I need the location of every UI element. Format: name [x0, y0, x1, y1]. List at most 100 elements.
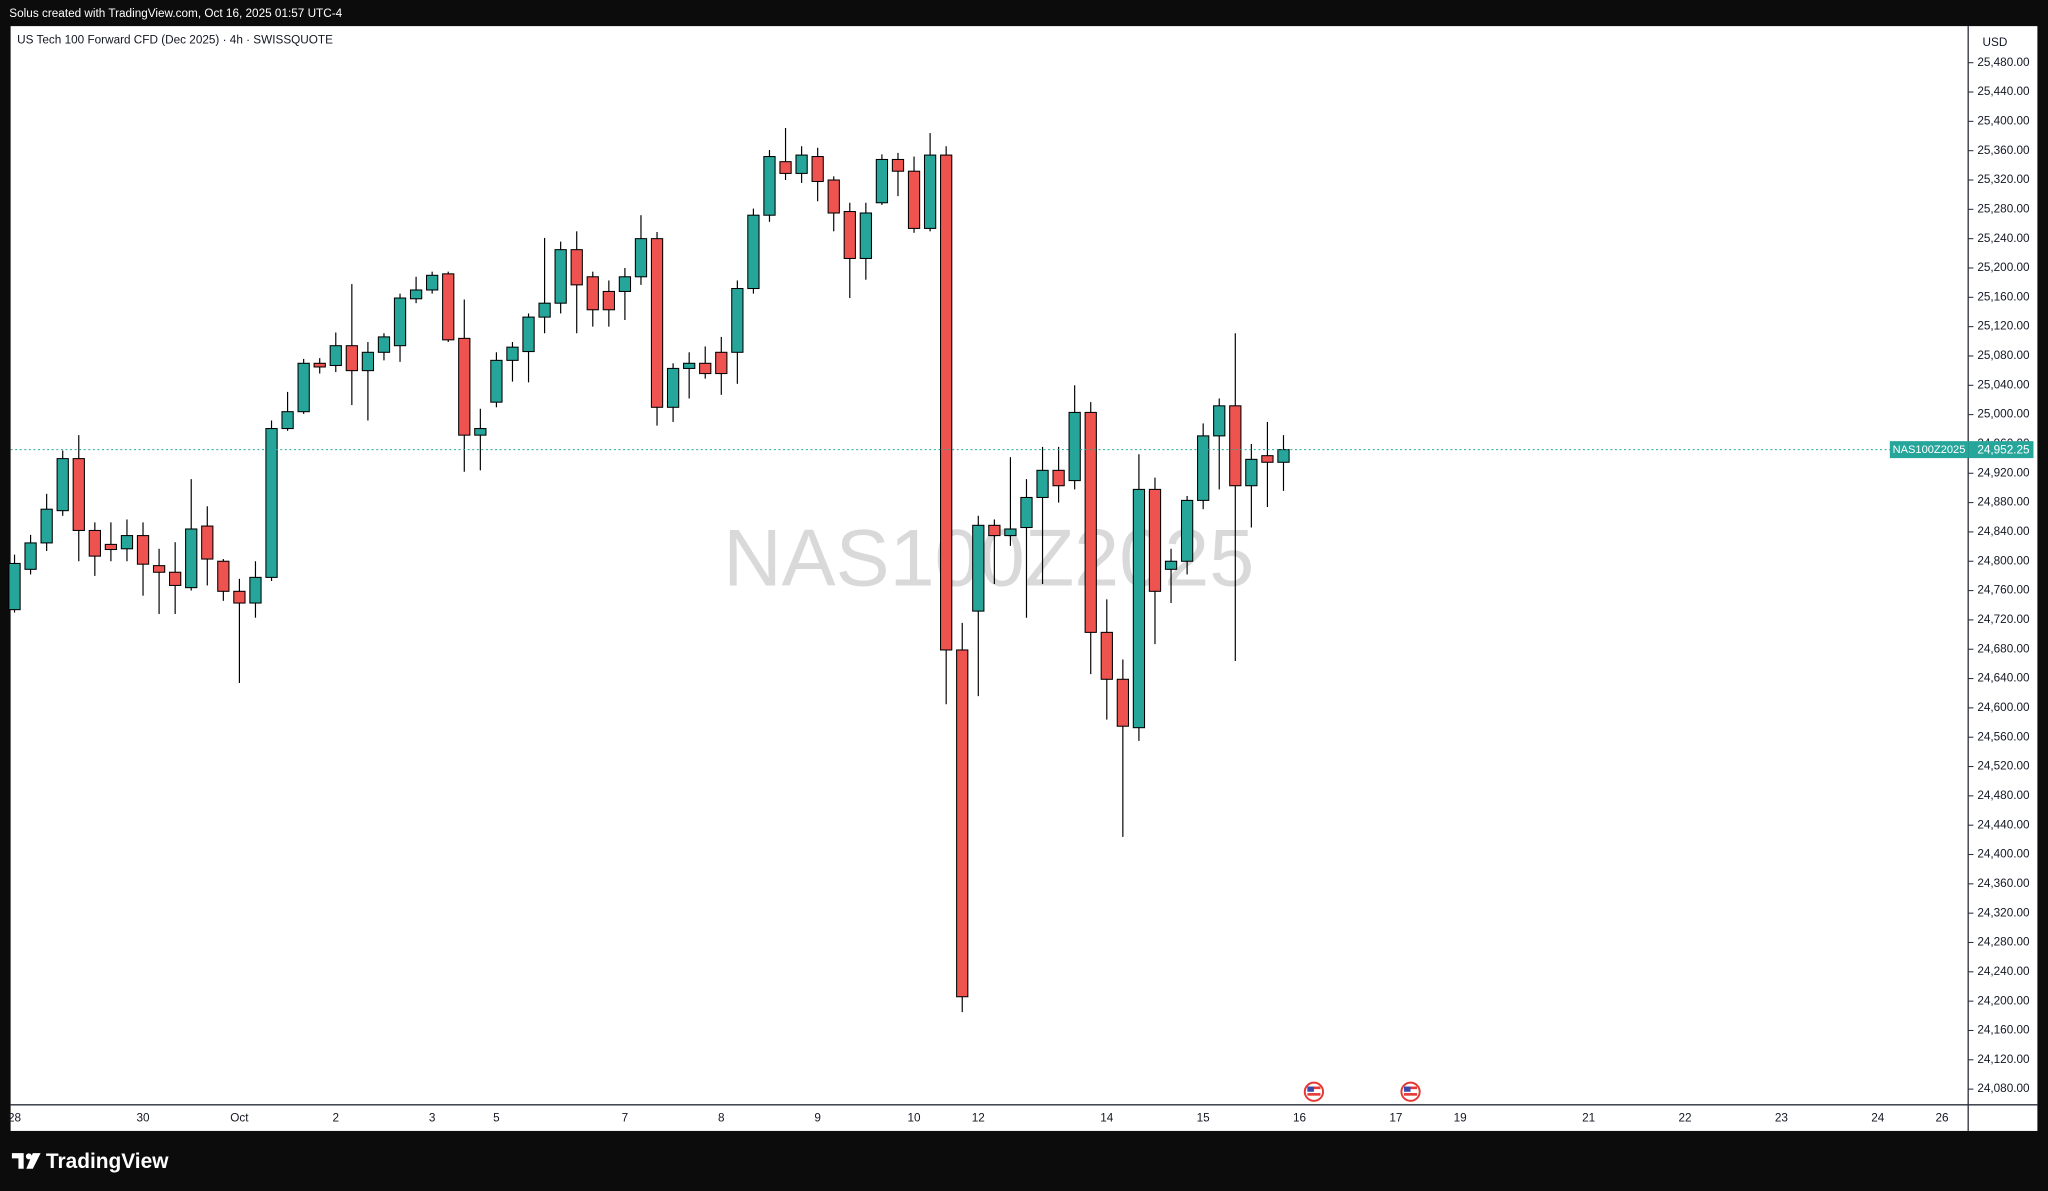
x-tick-label: 15	[1197, 1112, 1211, 1125]
y-tick-label: 24,720.00	[1977, 613, 2030, 626]
candle-body	[1004, 528, 1017, 537]
candle-body	[265, 428, 278, 578]
x-tick-label: 3	[429, 1112, 436, 1125]
x-tick-label: Oct	[230, 1112, 249, 1125]
header-text: Solus created with TradingView.com, Oct …	[9, 7, 342, 20]
candle-body	[634, 238, 648, 278]
x-tick-label: 17	[1389, 1112, 1402, 1125]
candle-body	[426, 274, 439, 291]
candle-body	[1132, 488, 1146, 729]
candle-body	[618, 276, 632, 292]
y-tick-label: 24,480.00	[1977, 789, 2030, 802]
event-icon[interactable]	[1400, 1081, 1421, 1102]
last-price-label: 24,952.25	[1977, 443, 2030, 456]
y-tick-label: 25,480.00	[1977, 56, 2030, 69]
candle-body	[169, 571, 182, 586]
y-tick-label: 24,360.00	[1977, 877, 2030, 890]
currency-label[interactable]: USD	[1983, 36, 2008, 49]
candle-body	[249, 576, 262, 604]
y-tick-label: 25,240.00	[1977, 232, 2030, 245]
y-tick-label: 25,080.00	[1977, 349, 2030, 362]
candle-body	[538, 302, 551, 318]
candle-body	[988, 524, 1001, 537]
candle-body	[570, 249, 583, 286]
candle-body	[763, 156, 776, 216]
candle-body	[827, 179, 840, 214]
chart-title[interactable]: US Tech 100 Forward CFD (Dec 2025) · 4h …	[17, 34, 333, 47]
candle-body	[120, 535, 134, 550]
candle-body	[907, 170, 921, 229]
x-tick-label: 8	[718, 1112, 725, 1125]
candle-body	[1197, 435, 1210, 501]
y-tick-label: 24,760.00	[1977, 584, 2030, 597]
y-tick-label: 24,160.00	[1977, 1024, 2030, 1037]
brand-name[interactable]: TradingView	[46, 1150, 169, 1173]
y-tick-label: 25,280.00	[1977, 202, 2030, 215]
candle-body	[104, 543, 118, 551]
y-tick-label: 25,320.00	[1977, 173, 2030, 186]
y-tick-label: 24,560.00	[1977, 730, 2030, 743]
x-tick-label: 24	[1871, 1112, 1885, 1125]
y-tick-label: 24,520.00	[1977, 760, 2030, 773]
candle-body	[1277, 449, 1290, 463]
candle-body	[1036, 469, 1049, 498]
candle-body	[313, 362, 326, 368]
candle-body	[666, 367, 680, 408]
candle-body	[393, 297, 407, 347]
candle-body	[233, 590, 246, 604]
symbol-label-box	[1889, 441, 1969, 459]
candle-body	[458, 337, 471, 436]
candle-body	[1116, 678, 1129, 727]
candle-body	[297, 362, 310, 413]
candle-body	[56, 458, 69, 512]
y-tick-label: 25,400.00	[1977, 114, 2030, 127]
candle-body	[152, 565, 166, 573]
x-tick-label: 21	[1582, 1112, 1595, 1125]
y-tick-label: 24,400.00	[1977, 848, 2030, 861]
y-tick-label: 25,040.00	[1977, 378, 2030, 391]
x-tick-label: 26	[1936, 1112, 1950, 1125]
brand-logo[interactable]	[11, 1153, 41, 1169]
y-tick-label: 24,600.00	[1977, 701, 2030, 714]
candle-body	[1020, 496, 1033, 529]
y-tick-label: 24,200.00	[1977, 994, 2030, 1007]
last-price-box	[1968, 441, 2034, 459]
y-tick-label: 25,120.00	[1977, 320, 2030, 333]
candle-body	[490, 359, 503, 403]
candle-body	[875, 158, 889, 204]
x-tick-label: 30	[136, 1112, 150, 1125]
candle-body	[586, 276, 599, 311]
event-icon[interactable]	[1303, 1081, 1325, 1102]
y-tick-label: 24,880.00	[1977, 496, 2030, 509]
candle-body	[699, 362, 712, 375]
candle-body	[377, 336, 391, 353]
candle-body	[843, 211, 856, 259]
symbol-label: NAS100Z2025	[1893, 444, 1966, 456]
candle-body	[40, 508, 53, 544]
x-tick-label: 16	[1293, 1112, 1307, 1125]
candle-body	[602, 290, 615, 311]
x-tick-label: 14	[1100, 1112, 1114, 1125]
candle-body	[24, 542, 37, 570]
x-tick-label: 12	[972, 1112, 985, 1125]
candle-body	[891, 158, 905, 172]
x-tick-label: 28	[8, 1112, 22, 1125]
candle-body	[329, 345, 342, 367]
y-tick-label: 25,200.00	[1977, 261, 2030, 274]
candle-body	[1164, 560, 1178, 570]
candle-body	[506, 346, 519, 361]
candle-body	[1180, 499, 1194, 562]
x-tick-label: 7	[622, 1112, 629, 1125]
candle-body	[1229, 405, 1242, 487]
candle-body	[972, 524, 985, 612]
candle-body	[731, 287, 744, 353]
candle-body	[185, 528, 198, 589]
y-tick-label: 25,160.00	[1977, 290, 2030, 303]
y-tick-label: 24,440.00	[1977, 818, 2030, 831]
candle-body	[522, 316, 535, 353]
y-tick-label: 24,120.00	[1977, 1053, 2030, 1066]
y-tick-label: 24,320.00	[1977, 906, 2030, 919]
candle-body	[1084, 411, 1097, 633]
x-tick-label: 22	[1679, 1112, 1692, 1125]
